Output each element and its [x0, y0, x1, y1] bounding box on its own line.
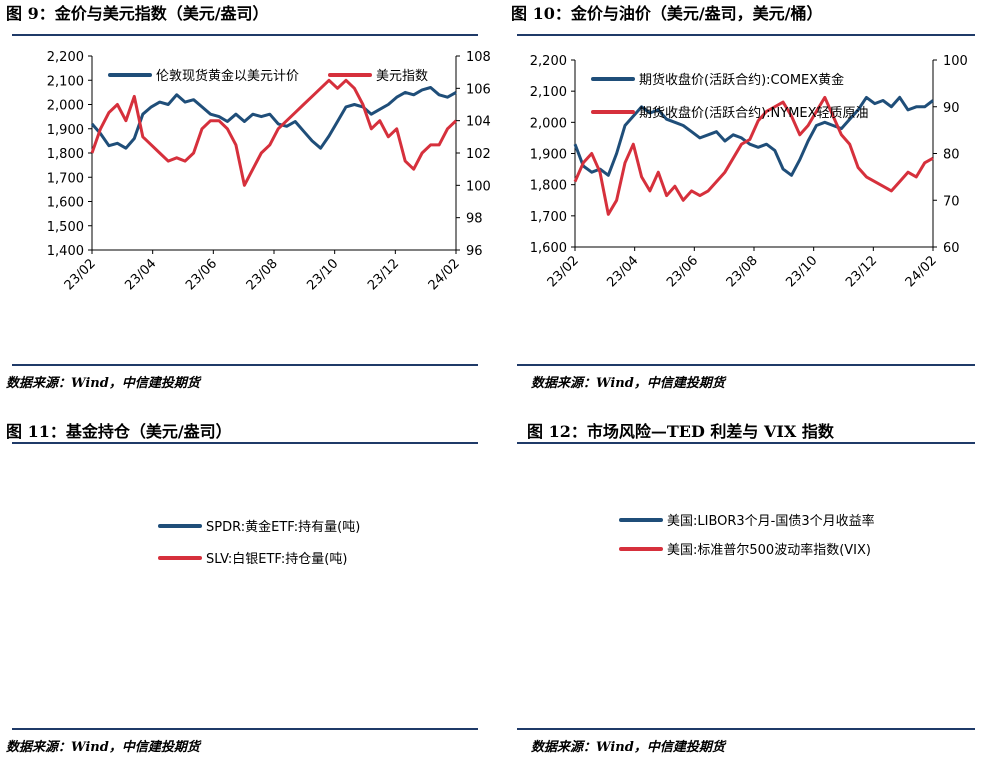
- x-tick-label: 23/08: [724, 253, 761, 290]
- chart-title: 图 12：市场风险—TED 利差与 VIX 指数: [527, 422, 834, 441]
- x-tick-label: 23/06: [183, 256, 220, 293]
- y-left-tick-label: 2,000: [530, 116, 567, 131]
- x-tick-label: 23/04: [122, 256, 159, 293]
- panel-gold-oil: 图 10：金价与油价（美元/盎司，美元/桶） 1,600 1,700 1,800 1,…: [493, 0, 986, 395]
- y-right-tick-label: 96: [466, 244, 483, 259]
- panel-gold-dollar: 图 9：金价与美元指数（美元/盎司） 1,400 1,500 1,600 1,700 1…: [0, 0, 493, 395]
- legend-label: 期货收盘价(活跃合约):COMEX黄金: [639, 72, 844, 88]
- y-right-tick-label: 70: [943, 194, 960, 209]
- y-right-tick-label: 60: [943, 241, 960, 256]
- chart-title: 图 11：基金持仓（美元/盎司）: [6, 422, 232, 441]
- x-tick-label: 23/08: [244, 256, 281, 293]
- x-tick-label: 23/04: [604, 253, 641, 290]
- panel-market-risk: 图 12：市场风险—TED 利差与 VIX 指数 (0.1)0.00.10.20…: [493, 395, 986, 760]
- y-right-tick-label: 106: [466, 82, 491, 97]
- legend-label: 期货收盘价(活跃合约):NYMEX轻质原油: [639, 105, 869, 121]
- source-rule: [517, 364, 975, 366]
- legend-label: 美国:LIBOR3个月-国债3个月收益率: [667, 513, 875, 529]
- y-left-tick-label: 1,800: [47, 147, 84, 162]
- y-left-tick-label: 2,100: [47, 74, 84, 89]
- source-text: 数据来源：Wind，中信建投期货: [6, 376, 200, 391]
- title-rule: [12, 34, 478, 36]
- title-rule: [12, 442, 478, 444]
- x-tick-label: 23/06: [664, 253, 701, 290]
- source-rule: [12, 364, 478, 366]
- source-text: 数据来源：Wind，中信建投期货: [6, 740, 200, 755]
- y-left-tick-label: 1,700: [47, 171, 84, 186]
- y-left-tick-label: 1,600: [530, 241, 567, 256]
- x-tick-label: 23/10: [304, 256, 341, 293]
- chart-fund-holdings: 8008509009501,00012,00013,00014,00015,00…: [158, 519, 360, 567]
- y-left-tick-label: 1,900: [530, 148, 567, 163]
- chart-title: 图 9：金价与美元指数（美元/盎司）: [6, 4, 269, 23]
- y-right-tick-label: 80: [943, 148, 960, 163]
- y-left-tick-label: 1,600: [47, 196, 84, 211]
- x-tick-label: 23/12: [843, 253, 880, 290]
- x-tick-label: 23/02: [545, 253, 582, 290]
- y-left-tick-label: 1,800: [530, 179, 567, 194]
- chart-gold-dollar: 1,400 1,500 1,600 1,700 1,800 1,900 2,000 2,100…: [47, 50, 491, 293]
- y-left-tick-label: 2,200: [47, 50, 84, 65]
- legend-label: 美国:标准普尔500波动率指数(VIX): [667, 542, 871, 558]
- y-left-tick-label: 2,000: [47, 99, 84, 114]
- x-tick-label: 23/12: [365, 256, 402, 293]
- x-tick-label: 23/10: [783, 253, 820, 290]
- chart-market-risk: (0.1)0.00.10.20.30.40.50.605101520253023…: [619, 513, 875, 558]
- y-left-tick-label: 1,700: [530, 210, 567, 225]
- y-left-tick-label: 1,500: [47, 220, 84, 235]
- y-right-tick-label: 98: [466, 212, 483, 227]
- series-line: [90, 86, 457, 150]
- y-right-tick-label: 104: [466, 115, 491, 130]
- y-left-tick-label: 2,100: [530, 85, 567, 100]
- source-text: 数据来源：Wind，中信建投期货: [531, 740, 725, 755]
- y-right-tick-label: 100: [943, 54, 968, 69]
- y-left-tick-label: 2,200: [530, 54, 567, 69]
- series-line: [90, 78, 458, 187]
- y-right-tick-label: 108: [466, 50, 491, 65]
- y-right-tick-label: 100: [466, 179, 491, 194]
- y-right-tick-label: 90: [943, 101, 960, 116]
- source-text: 数据来源：Wind，中信建投期货: [531, 376, 725, 391]
- panel-fund-holdings: 图 11：基金持仓（美元/盎司） 8008509009501,00012,000…: [0, 395, 493, 760]
- y-left-tick-label: 1,400: [47, 244, 84, 259]
- y-right-tick-label: 102: [466, 147, 491, 162]
- legend-label: SLV:白银ETF:持仓量(吨): [206, 551, 347, 567]
- x-tick-label: 24/02: [426, 256, 463, 293]
- legend-label: SPDR:黄金ETF:持有量(吨): [206, 519, 360, 535]
- title-rule: [517, 34, 975, 36]
- y-left-tick-label: 1,900: [47, 123, 84, 138]
- chart-title: 图 10：金价与油价（美元/盎司，美元/桶）: [511, 4, 823, 23]
- title-rule: [517, 442, 975, 444]
- source-rule: [12, 728, 478, 730]
- series-line: [573, 95, 934, 177]
- series-line: [573, 95, 934, 216]
- legend-label: 美元指数: [376, 69, 428, 84]
- x-tick-label: 24/02: [903, 253, 940, 290]
- x-tick-label: 23/02: [62, 256, 99, 293]
- chart-gold-oil: 1,600 1,700 1,800 1,900 2,000 2,100 2,200 60 70 8…: [530, 54, 968, 290]
- legend-label: 伦敦现货黄金以美元计价: [156, 68, 299, 84]
- source-rule: [517, 728, 975, 730]
